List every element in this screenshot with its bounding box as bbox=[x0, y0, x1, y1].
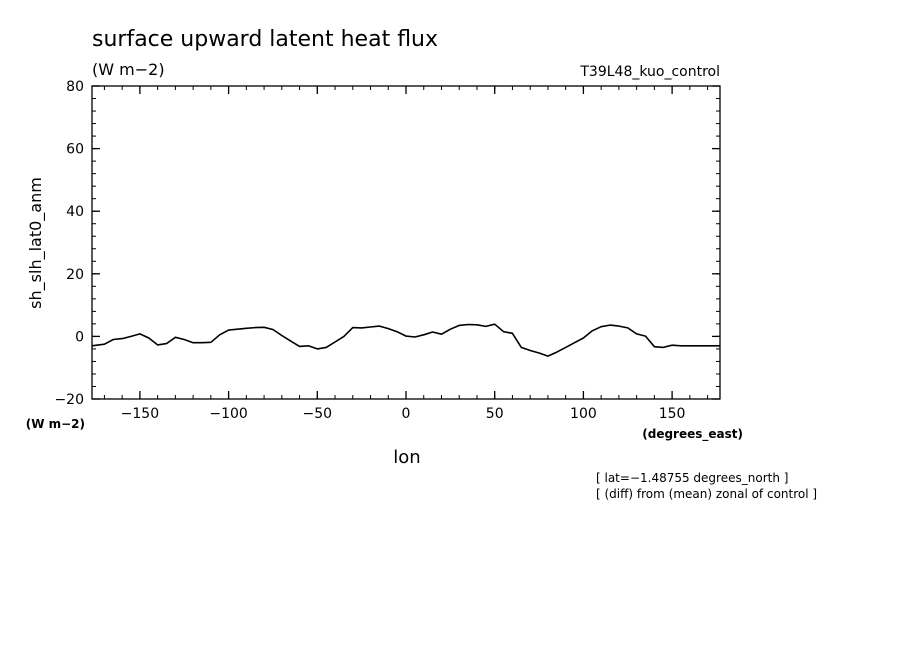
run-name: T39L48_kuo_control bbox=[579, 64, 720, 80]
y-tick-label: 20 bbox=[66, 267, 84, 283]
x-tick-label: 0 bbox=[402, 406, 411, 422]
x-tick-label: 50 bbox=[486, 406, 504, 422]
x-tick-label: 150 bbox=[659, 406, 686, 422]
x-tick-label: 100 bbox=[570, 406, 597, 422]
diff-note: [ (diff) from (mean) zonal of control ] bbox=[596, 487, 817, 501]
y-axis-units: (W m−2) bbox=[26, 417, 85, 431]
latitude-note: [ lat=−1.48755 degrees_north ] bbox=[596, 471, 788, 485]
x-tick-label: −100 bbox=[209, 406, 247, 422]
x-axis-ticks: −150 −100 −50 0 50 100 150 bbox=[121, 86, 686, 422]
x-tick-label: −150 bbox=[121, 406, 159, 422]
y-tick-label: 80 bbox=[66, 79, 84, 95]
y-tick-label: −20 bbox=[54, 392, 84, 408]
x-tick-label: −50 bbox=[303, 406, 333, 422]
series-line bbox=[91, 323, 720, 357]
x-axis-units: (degrees_east) bbox=[642, 427, 743, 442]
y-tick-label: 60 bbox=[66, 142, 84, 158]
y-tick-label: 0 bbox=[75, 329, 84, 345]
plot-frame bbox=[91, 85, 721, 400]
y-tick-label: 40 bbox=[66, 204, 84, 220]
title-units: (W m−2) bbox=[92, 60, 165, 79]
chart-title: surface upward latent heat flux bbox=[92, 27, 438, 52]
y-minor-ticks bbox=[92, 85, 720, 400]
x-minor-ticks bbox=[103, 86, 709, 399]
y-axis-ticks: −20 0 20 40 60 80 bbox=[54, 79, 720, 408]
y-axis-label: sh_slh_lat0_anm bbox=[26, 177, 46, 309]
x-axis-label: lon bbox=[393, 447, 420, 468]
